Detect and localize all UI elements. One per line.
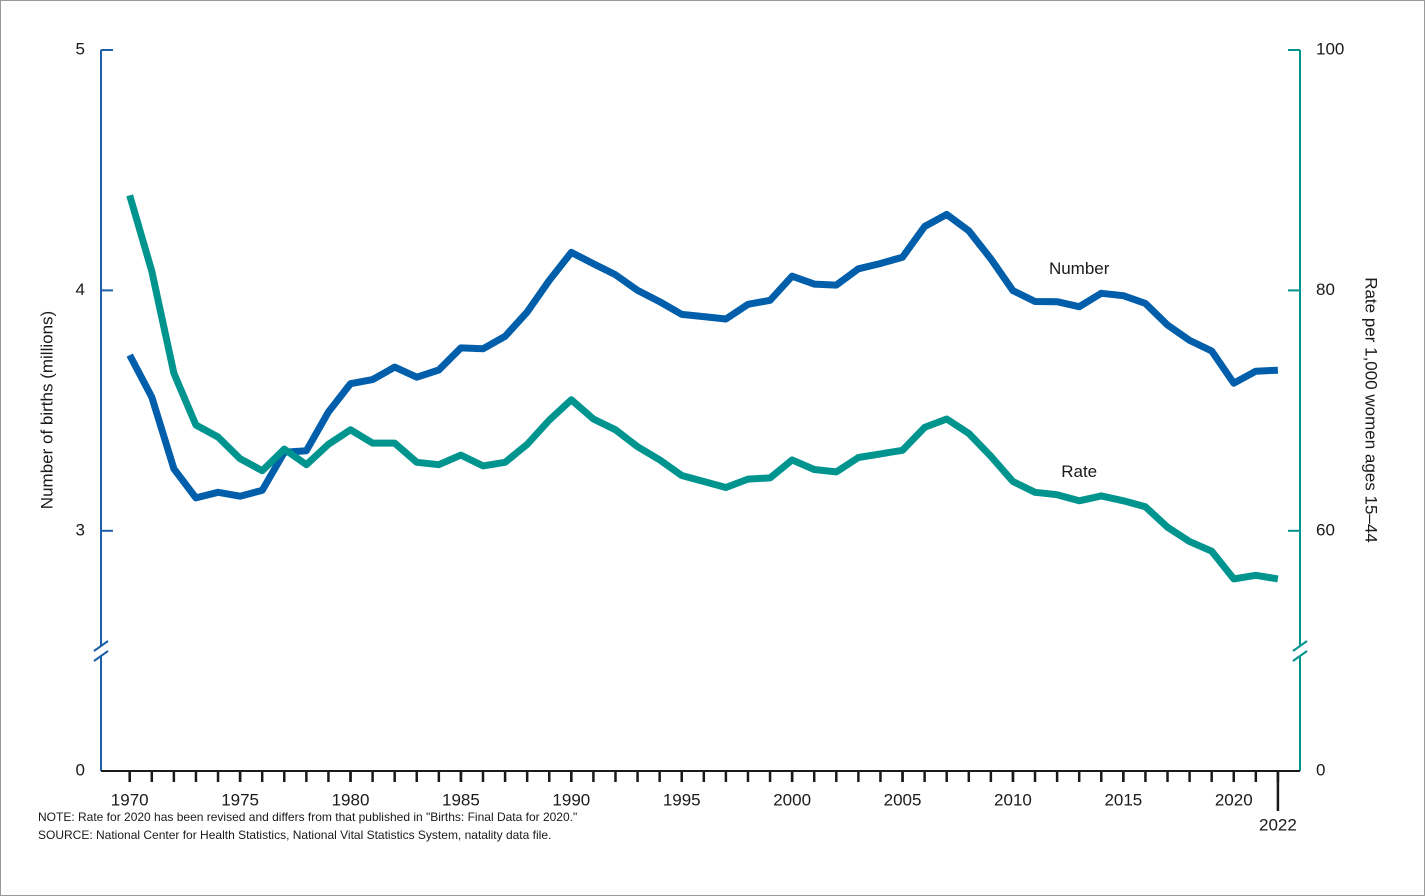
x-tick-label: 2022 (1259, 815, 1297, 834)
axis-break (93, 640, 109, 652)
series-line (126, 210, 1279, 502)
x-tick-label: 2020 (1215, 790, 1253, 809)
y2-tick-label: 100 (1316, 39, 1344, 58)
source: SOURCE: National Center for Health Stati… (38, 828, 551, 842)
x-tick-label: 2015 (1104, 790, 1142, 809)
axis-break (93, 650, 109, 662)
y2-tick-label: 80 (1316, 280, 1335, 299)
axis-break (1292, 650, 1308, 662)
series-label: Number (1049, 259, 1110, 278)
y2-axis-title: Rate per 1,000 women ages 15–44 (1362, 277, 1381, 543)
x-tick-label: 1995 (663, 790, 701, 809)
y-tick-label: 5 (76, 39, 85, 58)
x-tick-label: 1975 (221, 790, 259, 809)
x-tick-label: 2010 (994, 790, 1032, 809)
y-tick-label: 4 (76, 280, 85, 299)
axis-break (1292, 640, 1308, 652)
x-tick-label: 1985 (442, 790, 480, 809)
series-label: Rate (1061, 462, 1097, 481)
y2-tick-label: 60 (1316, 520, 1335, 539)
y-axis-title: Number of births (millions) (37, 311, 56, 509)
x-tick-label: 2005 (884, 790, 922, 809)
x-tick-label: 2000 (773, 790, 811, 809)
y2-tick-label: 0 (1316, 760, 1325, 779)
y-tick-label: 0 (76, 760, 85, 779)
note: NOTE: Rate for 2020 has been revised and… (38, 810, 577, 824)
x-tick-label: 1970 (111, 790, 149, 809)
series-line (126, 194, 1279, 583)
y-tick-label: 3 (76, 520, 85, 539)
x-tick-label: 1990 (552, 790, 590, 809)
x-tick-label: 1980 (332, 790, 370, 809)
